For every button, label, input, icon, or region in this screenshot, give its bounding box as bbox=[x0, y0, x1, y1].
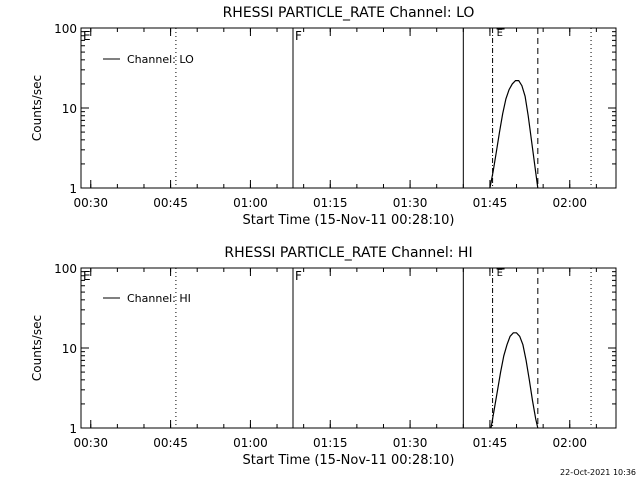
event-marker-label: E bbox=[83, 29, 91, 43]
x-tick-label: 00:30 bbox=[73, 196, 108, 210]
x-tick-label: 01:45 bbox=[473, 196, 508, 210]
x-axis-label: Start Time (15-Nov-11 00:28:10) bbox=[243, 453, 455, 468]
series-line bbox=[490, 332, 539, 429]
x-tick-label: 01:45 bbox=[473, 436, 508, 450]
x-tick-label: 01:00 bbox=[233, 196, 268, 210]
x-tick-label: 01:30 bbox=[393, 196, 428, 210]
plot-frame bbox=[80, 27, 617, 189]
y-tick-label: 100 bbox=[54, 262, 77, 276]
y-tick-label: 1 bbox=[69, 182, 77, 196]
chart-title: RHESSI PARTICLE_RATE Channel: LO bbox=[223, 5, 475, 21]
event-marker-label: F bbox=[295, 29, 302, 43]
y-axis-label: Counts/sec bbox=[30, 315, 44, 381]
chart-title: RHESSI PARTICLE_RATE Channel: HI bbox=[224, 245, 472, 261]
x-tick-label: 02:00 bbox=[552, 436, 587, 450]
x-tick-label: 01:15 bbox=[313, 196, 348, 210]
legend-label: Channel: HI bbox=[127, 292, 191, 305]
x-tick-label: 01:30 bbox=[393, 436, 428, 450]
x-tick-label: 01:00 bbox=[233, 436, 268, 450]
y-tick-label: 100 bbox=[54, 22, 77, 36]
x-tick-label: 00:45 bbox=[153, 196, 188, 210]
y-axis-label: Counts/sec bbox=[30, 75, 44, 141]
series-line bbox=[489, 79, 539, 189]
timestamp: 22-Oct-2021 10:36 bbox=[560, 468, 636, 477]
legend-label: Channel: LO bbox=[127, 53, 194, 66]
y-tick-label: 10 bbox=[62, 102, 77, 116]
x-tick-label: 01:15 bbox=[313, 436, 348, 450]
x-tick-label: 00:30 bbox=[73, 436, 108, 450]
x-tick-label: 02:00 bbox=[552, 196, 587, 210]
event-marker-label: E bbox=[497, 268, 503, 279]
x-axis-label: Start Time (15-Nov-11 00:28:10) bbox=[243, 213, 455, 228]
y-tick-label: 10 bbox=[62, 342, 77, 356]
event-marker-label: E bbox=[497, 28, 503, 39]
x-tick-label: 00:45 bbox=[153, 436, 188, 450]
event-marker-label: E bbox=[83, 269, 91, 283]
event-marker-label: F bbox=[295, 269, 302, 283]
y-tick-label: 1 bbox=[69, 422, 77, 436]
